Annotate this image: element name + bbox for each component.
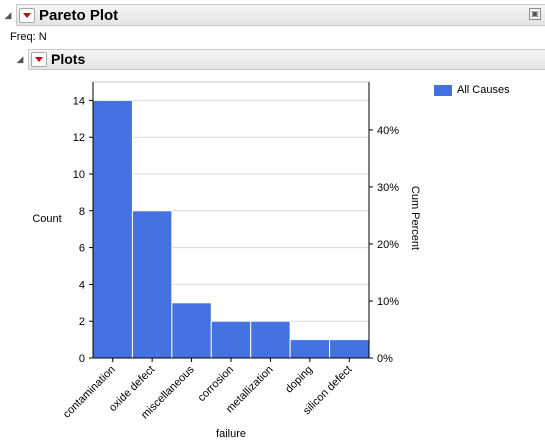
y-tick-label: 6 xyxy=(79,243,85,255)
y-tick-label: 0 xyxy=(79,353,85,365)
bar xyxy=(289,339,331,359)
legend-label: All Causes xyxy=(457,84,510,96)
y-tick-label: 8 xyxy=(79,206,85,218)
bar xyxy=(250,320,291,359)
bar xyxy=(210,320,252,359)
x-tick-label: corrosion xyxy=(196,364,236,404)
y-tick-label: 10 xyxy=(73,169,85,181)
y-tick-label: 4 xyxy=(79,279,85,291)
plots-title-bar: Plots xyxy=(28,48,545,70)
report-title: Pareto Plot xyxy=(39,6,119,24)
y2-tick-label: 20% xyxy=(377,239,399,251)
y2-tick-label: 10% xyxy=(377,296,399,308)
plots-disclosure-triangle-icon[interactable]: ◢ xyxy=(16,53,24,64)
x-tick-label: contamination xyxy=(61,364,118,421)
y-tick-label: 14 xyxy=(73,95,85,107)
pareto-plot-title-bar: Pareto Plot xyxy=(16,4,545,26)
plots-header: ◢ Plots xyxy=(12,48,545,70)
red-triangle-menu-icon[interactable] xyxy=(19,7,35,23)
y2-axis-title: Cum Percent xyxy=(409,186,421,250)
bar xyxy=(92,99,133,359)
x-axis-title: failure xyxy=(216,428,246,440)
y-tick-label: 2 xyxy=(79,316,85,328)
freq-label: Freq: N xyxy=(10,31,47,43)
plots-red-triangle-menu-icon[interactable] xyxy=(31,51,47,67)
legend-swatch xyxy=(434,84,452,96)
y2-tick-label: 40% xyxy=(377,125,399,137)
x-tick-label: doping xyxy=(283,364,315,396)
maximize-icon[interactable]: ▣ xyxy=(529,8,541,20)
pareto-plot-header: ◢ Pareto Plot ▣ xyxy=(0,3,545,27)
bar xyxy=(329,339,370,359)
plots-title: Plots xyxy=(51,51,86,67)
bar xyxy=(171,302,212,359)
disclosure-triangle-icon[interactable]: ◢ xyxy=(4,9,12,20)
y2-tick-label: 30% xyxy=(377,182,399,194)
legend: All Causes xyxy=(434,84,510,96)
bar xyxy=(131,210,173,359)
y-tick-label: 12 xyxy=(73,132,85,144)
y2-tick-label: 0% xyxy=(377,353,393,365)
y-axis-title: Count xyxy=(32,213,61,225)
